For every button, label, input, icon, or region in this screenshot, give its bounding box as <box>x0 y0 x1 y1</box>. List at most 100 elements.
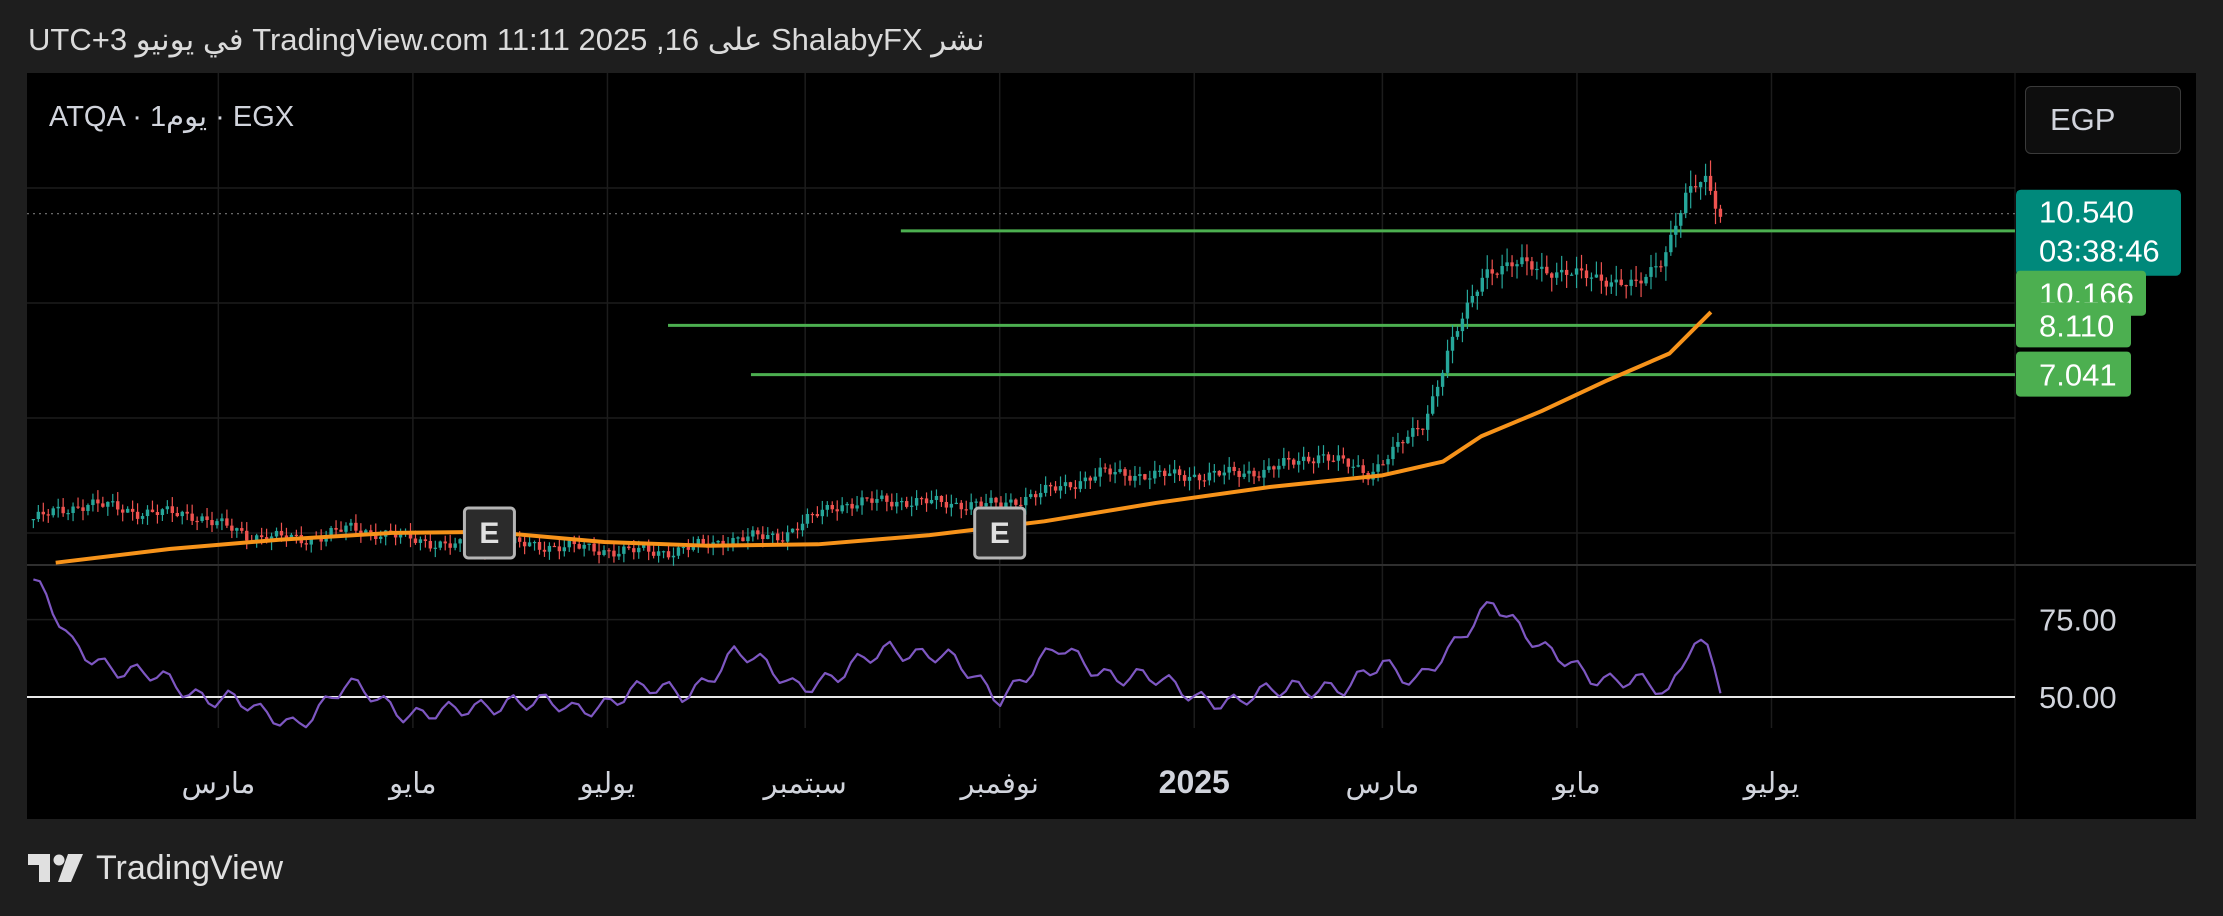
candle-body <box>607 550 611 552</box>
candle-body <box>106 501 110 507</box>
earnings-marker-1[interactable]: E <box>973 506 1027 560</box>
candle-body <box>1108 468 1112 475</box>
candle-body <box>76 506 80 508</box>
candle-body <box>1535 268 1539 271</box>
candle-body <box>1029 494 1033 497</box>
candle-body <box>86 505 90 511</box>
candle-body <box>924 498 929 504</box>
candle-body <box>111 501 115 503</box>
candle-body <box>870 498 874 503</box>
candle-body <box>1500 266 1504 275</box>
candle-body <box>1564 269 1569 275</box>
candle-body <box>1411 428 1415 437</box>
candle-body <box>587 543 591 545</box>
candle-body <box>949 503 954 508</box>
candle-body <box>448 543 452 548</box>
candle-body <box>780 540 785 542</box>
candle-body <box>815 514 820 517</box>
candle-body <box>845 503 849 506</box>
candle-body <box>944 501 949 508</box>
candle-body <box>1247 470 1251 474</box>
candle-body <box>1584 270 1589 279</box>
symbol-info: ATQA · 1يوم · EGX <box>49 101 295 133</box>
earnings-marker-0[interactable]: E <box>462 506 516 560</box>
currency-button[interactable]: EGP <box>2025 86 2181 154</box>
candle-body <box>274 530 279 537</box>
candle-body <box>1336 455 1341 461</box>
candle-body <box>840 505 844 512</box>
candle-body <box>805 513 810 524</box>
tradingview-logo-icon <box>28 854 83 882</box>
x-tick-label-7: مايو <box>1551 768 1600 801</box>
candle-body <box>552 545 557 548</box>
publish-header: نشر ShalabyFX على TradingView.com 11:11 … <box>28 22 985 57</box>
candle-body <box>671 555 676 558</box>
candle-body <box>279 530 284 536</box>
candle-body <box>170 506 175 513</box>
candle-body <box>1659 266 1663 268</box>
candle-body <box>527 542 532 547</box>
candle-body <box>1138 474 1142 476</box>
candle-body <box>1599 274 1604 281</box>
candle-body <box>1048 484 1053 487</box>
candle-body <box>637 547 641 553</box>
moving-average-line <box>55 310 1713 565</box>
candle-body <box>1421 428 1425 430</box>
candle-body <box>210 520 214 526</box>
candle-body <box>354 522 358 531</box>
candle-body <box>627 546 631 549</box>
current-price-label: 10.540 <box>2039 195 2134 230</box>
candle-body <box>820 509 825 517</box>
price-candles <box>31 160 1723 566</box>
support-resistance-levels <box>27 213 2015 377</box>
candle-body <box>31 519 36 521</box>
candle-body <box>1257 476 1261 478</box>
candle-body <box>408 530 413 539</box>
candle-body <box>696 538 700 545</box>
candle-body <box>1167 473 1172 476</box>
candle-body <box>200 516 204 521</box>
candle-body <box>334 527 338 530</box>
candle-body <box>150 509 155 513</box>
x-tick-label-4: نوفمبر <box>958 768 1038 801</box>
candle-body <box>1569 274 1574 276</box>
candle-body <box>761 534 765 540</box>
candle-body <box>1103 467 1107 469</box>
candle-body <box>398 533 403 538</box>
candle-body <box>929 499 934 504</box>
candle-body <box>1604 280 1609 287</box>
candle-body <box>1272 466 1276 470</box>
level-badge-1 <box>2016 302 2131 348</box>
candle-body <box>1445 350 1450 373</box>
candle-body <box>101 503 105 507</box>
candle-body <box>1361 465 1365 473</box>
candle-body <box>1654 266 1658 268</box>
rsi-line <box>33 578 1722 729</box>
candle-body <box>1292 459 1296 465</box>
candle-body <box>1455 331 1460 337</box>
candle-body <box>716 540 720 543</box>
candle-body <box>1187 476 1192 481</box>
candle-body <box>458 539 462 544</box>
candle-body <box>1540 266 1544 269</box>
candle-body <box>1708 175 1713 191</box>
countdown-label: 03:38:46 <box>2039 234 2160 269</box>
candle-body <box>1426 413 1430 430</box>
candle-body <box>1118 469 1122 472</box>
candle-body <box>1148 478 1152 480</box>
candle-body <box>51 508 55 516</box>
candle-body <box>701 538 705 544</box>
candle-body <box>790 528 795 533</box>
candle-body <box>319 537 323 542</box>
candle-body <box>751 530 755 537</box>
candle-body <box>1356 465 1360 467</box>
earnings-marker-label: E <box>990 517 1010 550</box>
candle-body <box>116 501 120 510</box>
candle-body <box>557 546 562 552</box>
candle-body <box>1163 470 1167 476</box>
candle-body <box>800 523 805 531</box>
candle-body <box>1594 274 1599 278</box>
